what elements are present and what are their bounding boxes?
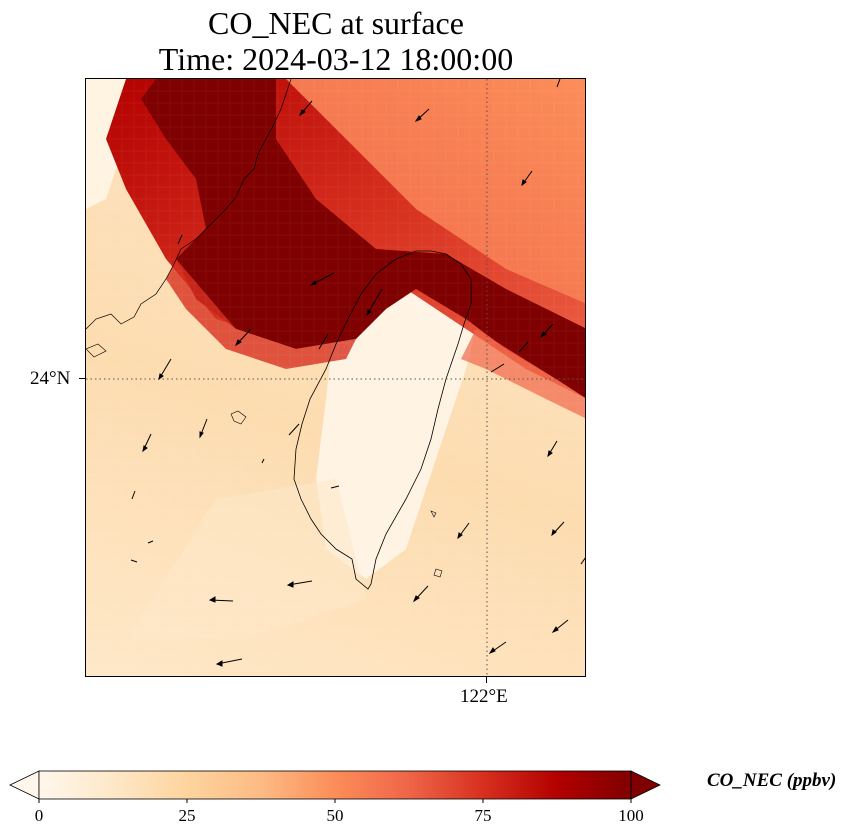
china-coastline (86, 79, 292, 330)
colorbar-tick-label: 50 (326, 806, 344, 825)
map-panel (85, 78, 586, 677)
colorbar (9, 770, 661, 803)
map-title-line1: CO_NEC at surface (208, 5, 464, 41)
lat-tick-mark (79, 378, 85, 379)
map-title-line2: Time: 2024-03-12 18:00:00 (158, 41, 514, 77)
colorbar-tick-label: 75 (474, 806, 492, 825)
colorbar-tick-label: 100 (618, 806, 644, 825)
colorbar-gradient (38, 770, 632, 800)
lon-tick-label: 122°E (460, 686, 508, 707)
colorbar-extend-max (630, 770, 661, 800)
map-canvas (86, 79, 585, 676)
colorbar-tick-label: 0 (34, 806, 44, 825)
colorbar-label: CO_NEC (ppbv) (707, 770, 837, 791)
colorbar-extend-min (9, 770, 40, 800)
lat-tick-label: 24°N (30, 368, 71, 389)
wind-vectors (130, 79, 585, 667)
taiwan-coastline (293, 250, 472, 590)
colorbar-tick-label: 25 (178, 806, 196, 825)
lon-tick-mark (486, 677, 487, 683)
penghu-islands (230, 410, 247, 425)
